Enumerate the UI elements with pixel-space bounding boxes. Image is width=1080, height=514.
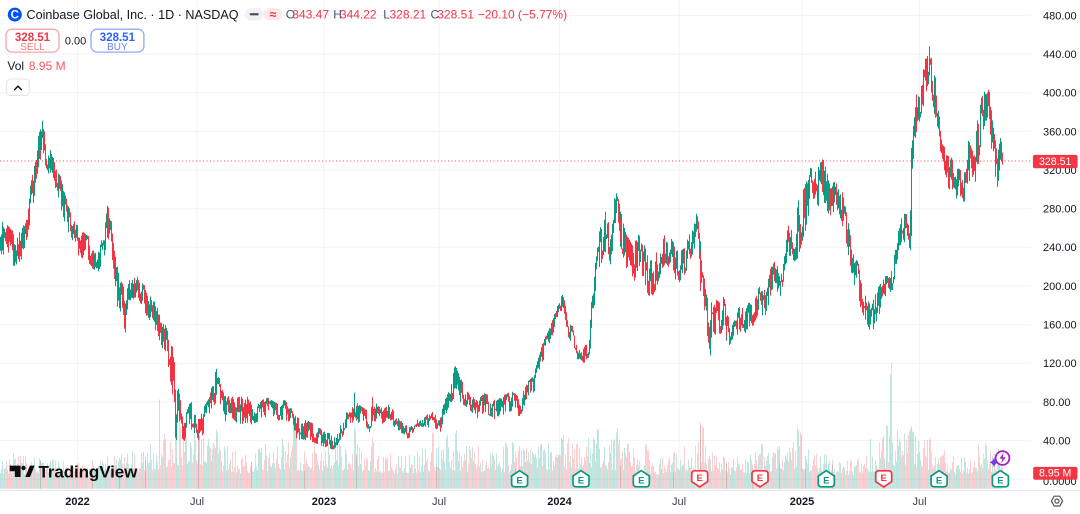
svg-text:2024: 2024 (547, 496, 572, 508)
svg-text:2025: 2025 (790, 496, 814, 508)
svg-text:L: L (383, 8, 390, 22)
svg-text:2022: 2022 (65, 496, 89, 508)
svg-text:8.95 M: 8.95 M (29, 59, 66, 73)
svg-text:344.22: 344.22 (340, 8, 377, 22)
svg-text:O: O (286, 8, 295, 22)
svg-text:BUY: BUY (107, 42, 128, 53)
svg-text:TradingView: TradingView (39, 462, 139, 481)
svg-text:Jul: Jul (432, 496, 446, 508)
svg-text:E: E (880, 473, 887, 484)
svg-text:E: E (823, 476, 830, 487)
svg-text:C: C (11, 10, 19, 22)
svg-text:E: E (578, 476, 585, 487)
svg-text:Jul: Jul (190, 496, 204, 508)
svg-text:360.00: 360.00 (1043, 126, 1077, 138)
svg-text:480.00: 480.00 (1043, 10, 1077, 22)
svg-text:E: E (638, 476, 645, 487)
svg-text:C: C (431, 8, 440, 22)
svg-text:40.00: 40.00 (1043, 436, 1071, 448)
svg-text:Jul: Jul (672, 496, 686, 508)
svg-text:400.00: 400.00 (1043, 88, 1077, 100)
svg-text:H: H (333, 8, 342, 22)
svg-text:328.51: 328.51 (15, 32, 51, 44)
svg-text:328.51: 328.51 (1039, 156, 1072, 168)
svg-text:160.00: 160.00 (1043, 320, 1077, 332)
svg-text:80.00: 80.00 (1043, 397, 1071, 409)
svg-text:8.95 M: 8.95 M (1039, 468, 1071, 480)
svg-text:SELL: SELL (20, 42, 45, 53)
svg-text:343.47: 343.47 (292, 8, 329, 22)
svg-text:E: E (936, 476, 943, 487)
svg-text:Jul: Jul (912, 496, 926, 508)
svg-text:E: E (696, 473, 703, 484)
svg-text:440.00: 440.00 (1043, 49, 1077, 61)
svg-text:E: E (997, 476, 1004, 487)
svg-text:E: E (516, 476, 523, 487)
svg-text:240.00: 240.00 (1043, 242, 1077, 254)
svg-text:120.00: 120.00 (1043, 358, 1077, 370)
svg-text:≈: ≈ (270, 8, 277, 22)
svg-text:328.21: 328.21 (390, 8, 427, 22)
svg-text:328.51: 328.51 (100, 32, 136, 44)
svg-text:280.00: 280.00 (1043, 204, 1077, 216)
svg-text:−20.10 (−5.77%): −20.10 (−5.77%) (478, 8, 567, 22)
svg-text:0.00: 0.00 (65, 36, 86, 48)
svg-text:E: E (757, 473, 764, 484)
svg-text:200.00: 200.00 (1043, 281, 1077, 293)
svg-text:2023: 2023 (312, 496, 336, 508)
svg-text:Vol: Vol (7, 59, 24, 73)
svg-text:328.51: 328.51 (437, 8, 474, 22)
svg-text:Coinbase Global, Inc. · 1D · N: Coinbase Global, Inc. · 1D · NASDAQ (27, 8, 239, 22)
